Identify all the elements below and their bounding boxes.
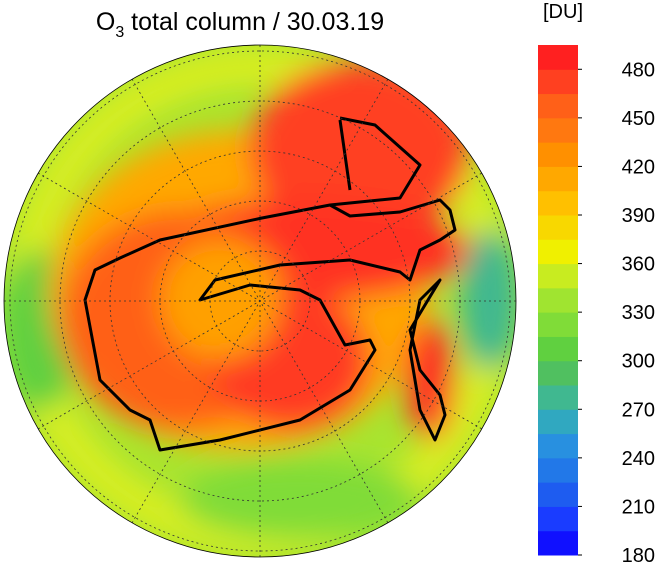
colorbar-band [538,482,578,507]
colorbar-tick-label: 390 [622,205,655,227]
colorbar-unit: [DU] [543,1,583,23]
colorbar-band [538,457,578,483]
title-rest: total column / 30.03.19 [124,8,384,36]
colorbar-band [538,409,578,435]
colorbar-band [538,166,578,192]
ozone-map [4,45,516,557]
colorbar-tick-label: 330 [622,302,655,324]
colorbar-band [538,385,578,410]
colorbar: 180 210 240 270 300 330 360 390 420 450 480 [538,45,655,565]
colorbar-tick-label: 210 [622,496,655,518]
colorbar-band [538,45,578,70]
map-border [3,44,517,558]
colorbar-band [538,263,578,289]
colorbar-band [538,433,578,459]
map-title: O3 total column / 30.03.19 [96,8,384,41]
colorbar-band [538,360,578,386]
colorbar-band [538,239,578,265]
colorbar-band [538,312,578,337]
colorbar-band [538,117,578,143]
colorbar-tick-label: 240 [622,448,655,470]
title-subscript: 3 [115,24,124,41]
colorbar-band [538,506,578,532]
colorbar-tick-label: 450 [622,108,655,130]
colorbar-band [538,530,578,556]
colorbar-tick-label: 360 [622,254,655,276]
colorbar-band [538,142,578,167]
colorbar-band [538,69,578,95]
colorbar-band [538,190,578,216]
colorbar-tick-label: 180 [622,545,655,565]
colorbar-tick-label: 420 [622,156,655,178]
colorbar-tick-label: 300 [622,351,655,373]
colorbar-band [538,93,578,119]
colorbar-tick-label: 270 [622,399,655,421]
title-base: O [96,8,115,36]
colorbar-band [538,287,578,313]
colorbar-band [538,336,578,362]
colorbar-tick-label: 480 [622,59,655,81]
colorbar-band [538,215,578,240]
